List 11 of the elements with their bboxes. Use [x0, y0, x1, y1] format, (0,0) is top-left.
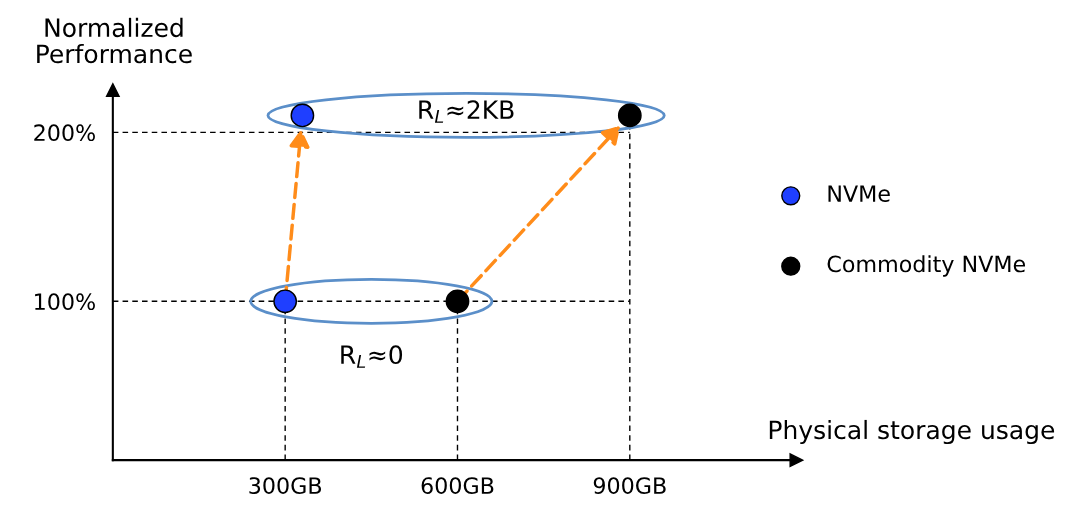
- y-tick-label: 100%: [35, 293, 95, 311]
- y-tick-label: 200%: [34, 124, 95, 142]
- x-tick-label: 300GB: [249, 477, 322, 494]
- x-tick-label: 600GB: [421, 477, 494, 494]
- annotation: R$_{L}$≈0: [341, 345, 403, 368]
- annotation: R$_{L}$≈2KB: [419, 100, 514, 123]
- legend-label: Commodity NVMe: [827, 255, 1026, 277]
- legend-label: NVMe: [828, 185, 890, 202]
- x-axis-title: Physical storage usage: [769, 419, 1055, 445]
- y-axis-title: Normalized Performance: [37, 17, 192, 64]
- x-tick-label: 900GB: [593, 477, 666, 494]
